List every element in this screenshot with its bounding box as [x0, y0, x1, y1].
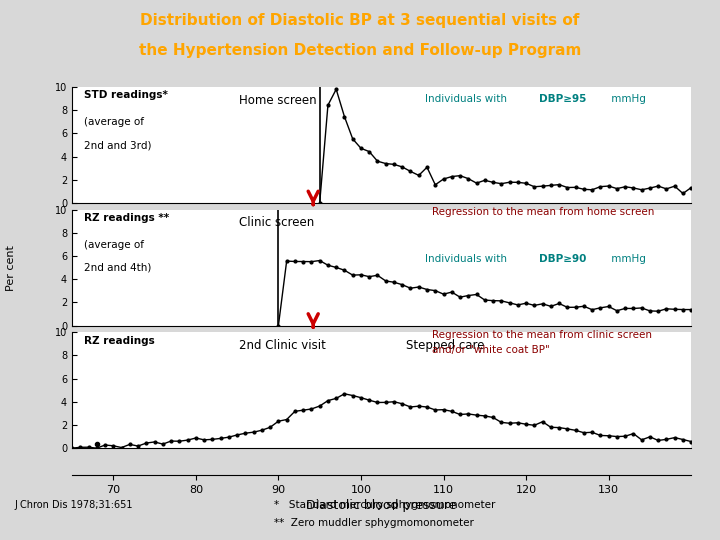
- Text: Regression to the mean from clinic screen: Regression to the mean from clinic scree…: [432, 330, 652, 340]
- Text: Clinic screen: Clinic screen: [239, 217, 315, 230]
- Text: Individuals with: Individuals with: [425, 254, 510, 264]
- Text: and/or "white coat BP": and/or "white coat BP": [432, 345, 550, 355]
- Text: mmHg: mmHg: [608, 254, 646, 264]
- Text: Distribution of Diastolic BP at 3 sequential visits of: Distribution of Diastolic BP at 3 sequen…: [140, 14, 580, 28]
- Text: (average of: (average of: [84, 117, 145, 127]
- Text: RZ readings: RZ readings: [84, 335, 155, 346]
- Text: STD readings*: STD readings*: [84, 90, 168, 100]
- Text: RZ readings **: RZ readings **: [84, 213, 169, 223]
- Text: (average of: (average of: [84, 240, 145, 249]
- Text: 2nd Clinic visit: 2nd Clinic visit: [239, 339, 326, 352]
- Text: the Hypertension Detection and Follow-up Program: the Hypertension Detection and Follow-up…: [139, 43, 581, 58]
- Text: 2nd and 3rd): 2nd and 3rd): [84, 140, 152, 150]
- Text: Individuals with: Individuals with: [425, 94, 510, 104]
- Text: Home screen: Home screen: [239, 94, 317, 107]
- Text: Stepped care: Stepped care: [406, 339, 485, 352]
- Text: 2nd and 4th): 2nd and 4th): [84, 263, 152, 273]
- Text: **  Zero muddler sphygmomonometer: ** Zero muddler sphygmomonometer: [274, 518, 474, 529]
- Text: Diastolic blood pressure: Diastolic blood pressure: [306, 500, 457, 512]
- Text: *   Standard mercury sphygmomonometer: * Standard mercury sphygmomonometer: [274, 500, 495, 510]
- Text: Per cent: Per cent: [6, 245, 16, 291]
- Text: Regression to the mean from home screen: Regression to the mean from home screen: [432, 207, 654, 218]
- Text: DBP≥95: DBP≥95: [539, 94, 587, 104]
- Text: DBP≥90: DBP≥90: [539, 254, 587, 264]
- Text: J Chron Dis 1978;31:651: J Chron Dis 1978;31:651: [14, 500, 133, 510]
- Text: mmHg: mmHg: [608, 94, 646, 104]
